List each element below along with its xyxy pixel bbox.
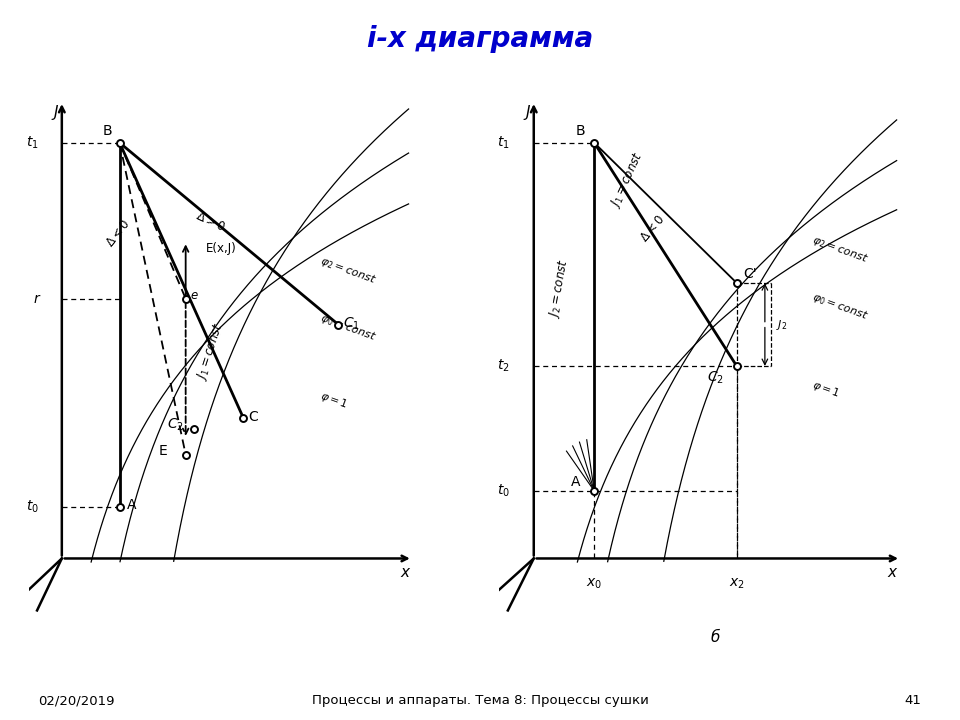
Text: r: r [34,292,39,306]
Text: $\Delta>0$: $\Delta>0$ [194,210,228,234]
Text: E(x,J): E(x,J) [206,242,237,255]
Text: $J_2$: $J_2$ [776,318,787,332]
Text: J: J [54,105,58,120]
Text: B: B [576,124,586,138]
Text: $\varphi_2=const$: $\varphi_2=const$ [318,254,377,287]
Text: $\varphi_2=const$: $\varphi_2=const$ [810,233,870,266]
Text: $\varphi_0=const$: $\varphi_0=const$ [810,290,870,323]
Text: $x_2$: $x_2$ [729,577,745,591]
Text: $t_0$: $t_0$ [26,498,39,515]
Text: B: B [103,124,112,138]
Text: A: A [570,474,580,489]
Text: $\Delta<0$: $\Delta<0$ [637,212,667,245]
Text: $C_2$: $C_2$ [167,417,184,433]
Text: C: C [249,410,258,424]
Text: $t_1$: $t_1$ [497,135,510,151]
Text: $C_2$: $C_2$ [707,370,724,386]
Text: $J_1=const$: $J_1=const$ [194,320,228,382]
Text: 41: 41 [904,694,922,707]
Text: $\varphi=1$: $\varphi=1$ [810,378,842,401]
Text: $J_1=const$: $J_1=const$ [608,149,647,210]
Text: x: x [888,564,897,580]
Text: i-x диаграмма: i-x диаграмма [367,25,593,53]
Text: $\Delta<0$: $\Delta<0$ [103,217,132,250]
Text: C': C' [743,267,756,281]
Text: $J_2=const$: $J_2=const$ [547,258,573,319]
Text: $\varphi_0=const$: $\varphi_0=const$ [318,311,377,344]
Text: $t_0$: $t_0$ [497,482,510,499]
Text: e: e [191,289,198,302]
Text: x: x [400,564,409,580]
Text: б: б [710,629,720,644]
Text: 02/20/2019: 02/20/2019 [38,694,115,707]
Text: J: J [525,105,530,120]
Text: $x_0$: $x_0$ [587,577,602,591]
Text: $t_1$: $t_1$ [27,135,39,151]
Text: Процессы и аппараты. Тема 8: Процессы сушки: Процессы и аппараты. Тема 8: Процессы су… [312,694,648,707]
Text: A: A [127,498,136,512]
Text: $\varphi=1$: $\varphi=1$ [318,389,349,412]
Text: $C_1$: $C_1$ [344,315,360,332]
Text: E: E [158,444,168,457]
Text: $t_2$: $t_2$ [497,358,510,374]
